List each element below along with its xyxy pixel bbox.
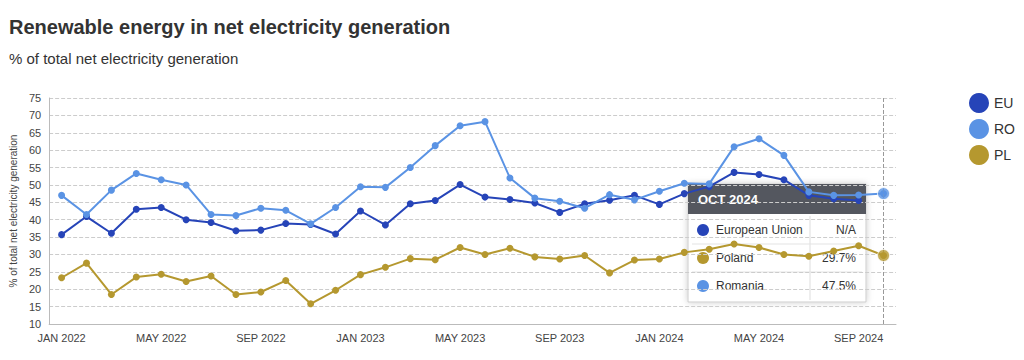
svg-text:OCT 2024: OCT 2024 — [698, 192, 759, 207]
svg-text:Romania: Romania — [716, 279, 764, 293]
svg-text:JAN 2024: JAN 2024 — [635, 332, 683, 344]
svg-text:MAY 2022: MAY 2022 — [136, 332, 186, 344]
svg-text:50: 50 — [29, 179, 41, 191]
svg-text:N/A: N/A — [836, 223, 856, 237]
svg-text:60: 60 — [29, 144, 41, 156]
svg-text:% of total net electricity gen: % of total net electricity generation — [8, 135, 19, 288]
svg-text:15: 15 — [29, 301, 41, 313]
svg-text:45: 45 — [29, 196, 41, 208]
svg-text:65: 65 — [29, 127, 41, 139]
svg-text:European Union: European Union — [716, 223, 803, 237]
svg-text:40: 40 — [29, 214, 41, 226]
svg-text:SEP 2024: SEP 2024 — [834, 332, 883, 344]
svg-text:29.7%: 29.7% — [822, 251, 856, 265]
svg-text:Poland: Poland — [716, 251, 753, 265]
svg-text:MAY 2023: MAY 2023 — [435, 332, 485, 344]
svg-text:JAN 2022: JAN 2022 — [37, 332, 85, 344]
svg-text:47.5%: 47.5% — [822, 279, 856, 293]
svg-text:PL: PL — [994, 147, 1011, 163]
svg-text:% of total net electricity gen: % of total net electricity generation — [9, 50, 238, 67]
svg-text:70: 70 — [29, 109, 41, 121]
svg-text:75: 75 — [29, 92, 41, 104]
svg-text:25: 25 — [29, 266, 41, 278]
svg-text:RO: RO — [994, 121, 1015, 137]
svg-text:SEP 2023: SEP 2023 — [535, 332, 584, 344]
svg-text:35: 35 — [29, 231, 41, 243]
svg-text:SEP 2022: SEP 2022 — [236, 332, 285, 344]
svg-text:Renewable energy in net electr: Renewable energy in net electricity gene… — [9, 16, 450, 38]
svg-text:10: 10 — [29, 318, 41, 330]
svg-text:55: 55 — [29, 162, 41, 174]
svg-text:MAY 2024: MAY 2024 — [734, 332, 784, 344]
svg-text:20: 20 — [29, 283, 41, 295]
svg-text:EU: EU — [994, 95, 1013, 111]
svg-text:JAN 2023: JAN 2023 — [336, 332, 384, 344]
svg-text:30: 30 — [29, 248, 41, 260]
